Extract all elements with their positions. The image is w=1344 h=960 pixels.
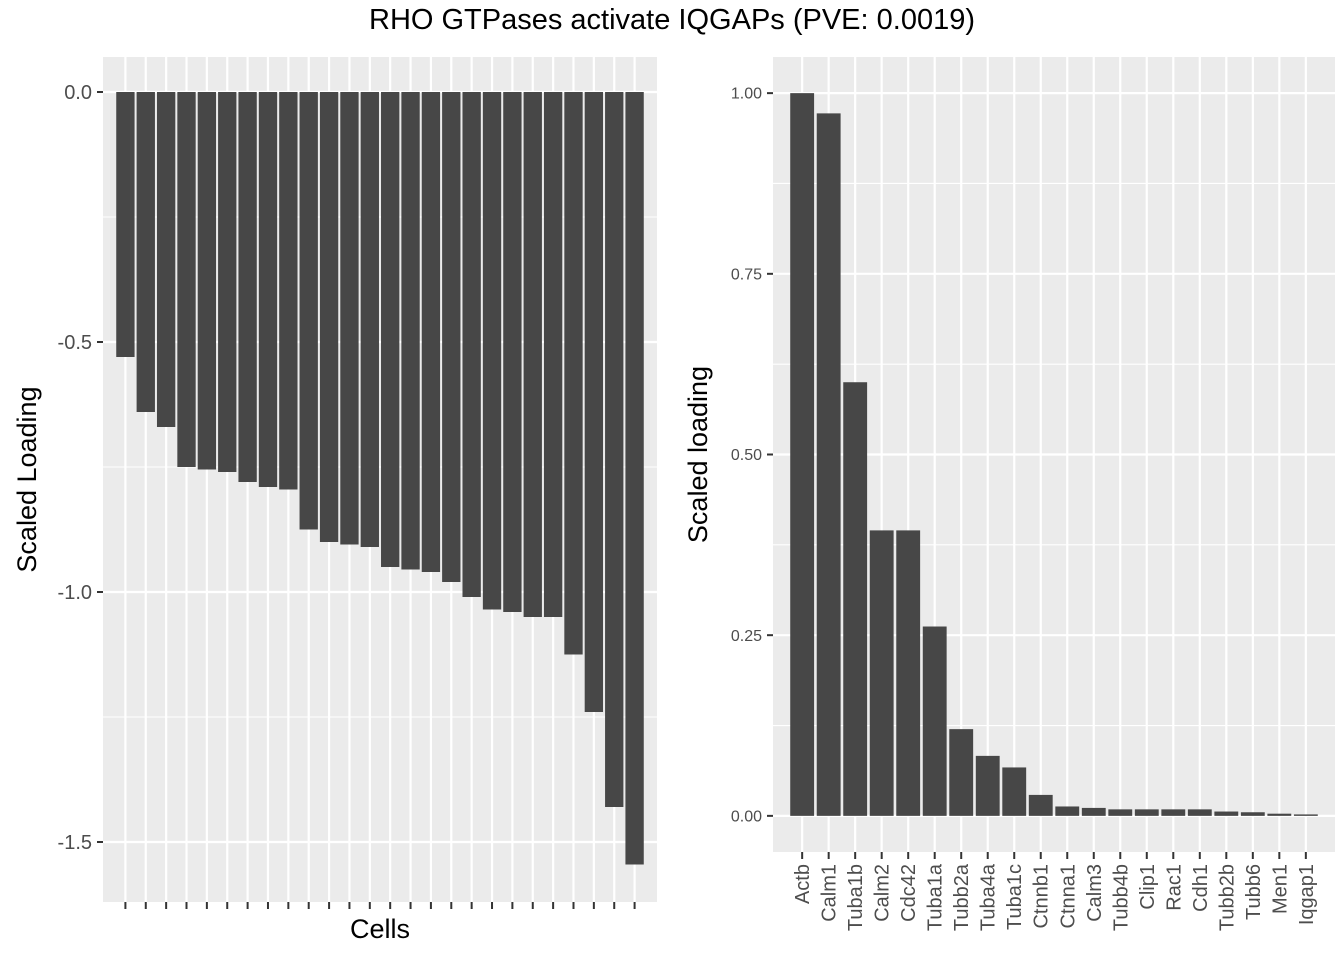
bar [790,93,815,816]
x-tick-label: Clip1 [1137,864,1159,910]
bar [279,92,298,490]
bar [197,92,217,470]
x-tick-label: Tuba4a [978,863,1000,931]
bar [218,92,237,472]
bar [177,92,196,467]
bar [1134,809,1159,816]
x-tick-label: Cdh1 [1190,864,1212,912]
x-tick-label: Tubb6 [1243,864,1265,920]
bar [949,729,974,816]
bar [340,92,359,545]
x-tick-label: Calm2 [872,864,894,922]
bar [922,626,947,816]
bar [605,92,624,807]
x-tick-label: Ctnna1 [1057,864,1079,929]
bar [116,92,135,357]
y-tick-label: 0.00 [731,808,762,825]
bar [869,530,894,816]
bar [584,92,604,712]
x-tick-label: Calm3 [1084,864,1106,922]
bar [816,113,841,816]
bar [482,92,502,610]
bar [299,92,318,530]
bar [1214,811,1239,816]
x-tick-label: Tubb4b [1110,864,1132,931]
bar [442,92,461,582]
x-tick-label: Tubb2b [1216,864,1238,931]
chart-title: RHO GTPases activate IQGAPs (PVE: 0.0019… [369,4,975,36]
bar [1028,794,1053,816]
bar [156,92,176,427]
bar [503,92,522,612]
x-tick-label: Tubb2a [951,863,973,931]
x-tick-label: Actb [792,864,814,904]
y-tick-label: 1.00 [731,86,762,103]
bar [843,382,868,816]
x-tick-label: Tuba1b [845,864,867,931]
bar [1240,812,1265,816]
bar [381,92,400,567]
bar [421,92,441,572]
y-tick-label: -0.5 [58,332,92,354]
x-axis-title: Cells [350,914,410,944]
bar [896,530,921,816]
bar [1161,809,1186,816]
x-tick-label: Men1 [1269,864,1291,914]
bar [238,92,257,482]
y-tick-label: -1.5 [58,832,92,854]
y-tick-label: 0.50 [731,447,762,464]
y-axis-title: Scaled loading [683,366,713,543]
bar [1187,809,1212,816]
bar [1108,809,1133,816]
y-tick-label: 0.75 [731,266,762,283]
bar [1055,806,1080,816]
bar [1293,814,1318,816]
bar [1267,813,1292,816]
x-tick-label: Cdc42 [898,864,920,922]
bar [360,92,379,547]
bar [625,92,644,865]
bar [319,92,339,542]
left-panel: 0.0 -0.5 -1.0 -1.5 Cells Scaled Loading [12,57,657,944]
y-tick-label: 0.0 [64,82,92,104]
y-axis-title: Scaled Loading [12,386,42,572]
x-tick-label: Ctnnb1 [1031,864,1053,929]
y-tick-label: -1.0 [58,582,92,604]
x-tick-label: Iqgap1 [1296,864,1318,925]
bar [462,92,481,597]
bar [1081,807,1106,816]
bar [975,755,1000,816]
bar [258,92,278,487]
y-tick-label: 0.25 [731,628,762,645]
right-panel: 0.00 0.25 0.50 0.75 1.00 Actb Calm1 Tuba1b Calm2… [683,57,1335,931]
bar [523,92,542,617]
x-tick-label: Calm1 [819,864,841,922]
x-tick-label: Tuba1c [1004,864,1026,930]
bar [401,92,420,570]
x-tick-label: Rac1 [1163,864,1185,911]
x-tick-label: Tuba1a [925,863,947,931]
bar [1002,767,1027,816]
bar [543,92,563,617]
bar [136,92,155,412]
bar [564,92,583,655]
